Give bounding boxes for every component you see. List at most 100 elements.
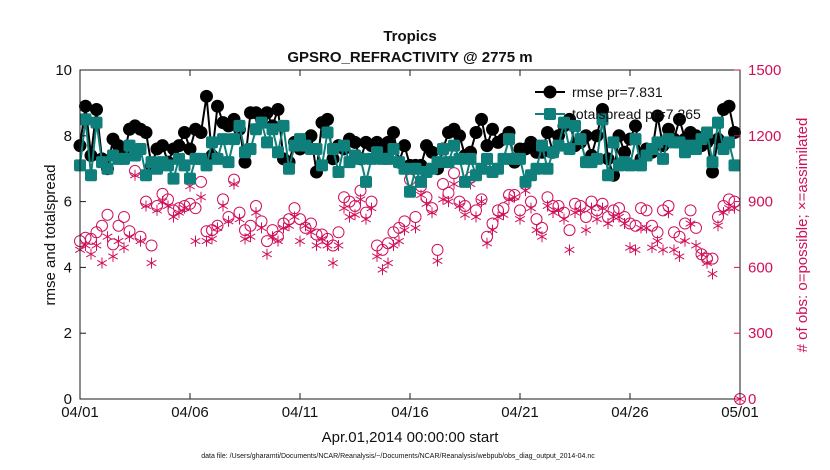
totalspread-point: [657, 152, 669, 165]
asterisk-stroke: [355, 196, 366, 203]
rmse-point: [112, 139, 125, 153]
obs-possible-point: [332, 226, 345, 239]
asterisk-stroke: [503, 196, 515, 203]
legend-label-totalspread: totalspread pr=7.265: [572, 106, 701, 122]
obs-assimilated-point: [388, 239, 399, 251]
obs-assimilated-point: [432, 255, 443, 267]
obs-assimilated-point: [151, 204, 163, 216]
asterisk-stroke: [580, 226, 592, 234]
obs-assimilated-point: [487, 224, 498, 236]
totalspread-point: [629, 133, 642, 146]
legend: rmse pr=7.831 totalspread pr=7.265: [535, 84, 701, 122]
obs-assimilated-point: [190, 235, 201, 247]
asterisk-stroke: [256, 224, 267, 232]
asterisk-stroke: [118, 244, 130, 251]
rmse-point: [651, 109, 664, 123]
totalspread-point: [690, 142, 702, 155]
obs-assimilated-point: [223, 215, 234, 227]
obs-assimilated-point: [349, 209, 361, 221]
asterisk-stroke: [696, 251, 707, 258]
obs-assimilated-point: [289, 211, 300, 223]
asterisk-stroke: [322, 242, 333, 249]
totalspread-point: [272, 146, 284, 159]
obs-assimilated-point: [553, 204, 564, 216]
asterisk-stroke: [586, 204, 597, 212]
asterisk-stroke: [344, 213, 355, 221]
totalspread-point: [233, 119, 246, 132]
rmse-point: [601, 152, 615, 166]
obs-assimilated-point: [217, 200, 229, 212]
obs-assimilated-point: [558, 213, 570, 225]
totalspread-point: [184, 172, 196, 185]
rmse-point: [618, 145, 631, 159]
totalspread-point: [514, 152, 526, 165]
obs-assimilated-point: [283, 220, 295, 232]
obs-possible-point: [563, 224, 576, 237]
asterisk-stroke: [129, 172, 141, 179]
asterisk-stroke: [729, 204, 740, 212]
obs-assimilated-point: [492, 211, 504, 223]
asterisk-stroke: [91, 242, 102, 249]
obs-assimilated-point: [690, 239, 702, 251]
obs-assimilated-point: [366, 202, 377, 214]
totalspread-point: [624, 159, 636, 172]
rmse-point: [304, 129, 318, 143]
obs-assimilated-point: [668, 244, 680, 256]
y2-tick-label: 900: [748, 194, 773, 211]
obs-assimilated-point: [619, 218, 630, 230]
totalspread-point: [591, 152, 603, 165]
rmse-point: [238, 155, 252, 169]
asterisk-stroke: [234, 215, 245, 223]
asterisk-stroke: [432, 257, 443, 265]
totalspread-point: [354, 152, 367, 165]
asterisk-stroke: [382, 259, 394, 267]
asterisk-stroke: [146, 259, 157, 267]
rmse-point: [398, 139, 411, 153]
totalspread-point: [728, 159, 741, 172]
totalspread-point: [552, 139, 565, 152]
asterisk-stroke: [360, 215, 372, 223]
asterisk-stroke: [162, 202, 174, 210]
asterisk-stroke: [652, 237, 663, 245]
asterisk-stroke: [657, 246, 669, 254]
asterisk-stroke: [278, 224, 289, 232]
asterisk-stroke: [305, 229, 317, 236]
obs-assimilated-point: [454, 200, 465, 212]
totalspread-point: [464, 152, 477, 165]
asterisk-stroke: [399, 226, 410, 234]
obs-assimilated-point: [272, 235, 284, 247]
obs-assimilated-point: [91, 239, 102, 251]
totalspread-point: [118, 152, 130, 165]
asterisk-stroke: [514, 215, 526, 223]
obs-assimilated-point: [245, 231, 256, 243]
x-tick-label: 04/26: [611, 404, 649, 421]
obs-assimilated-point: [146, 257, 157, 269]
rmse-point: [673, 112, 686, 126]
totalspread-point: [387, 142, 400, 155]
obs-assimilated-point: [613, 211, 625, 223]
x-tick-label: 04/21: [501, 404, 539, 421]
obs-assimilated-point: [652, 235, 663, 247]
rmse-point: [706, 165, 719, 179]
asterisk-stroke: [564, 246, 575, 254]
asterisk-stroke: [206, 235, 218, 243]
obs-assimilated-point: [294, 235, 306, 247]
obs-assimilated-point: [85, 248, 97, 260]
obs-assimilated-point: [707, 268, 718, 280]
rmse-point: [541, 126, 554, 140]
asterisk-stroke: [223, 218, 234, 225]
x-tick-label: 04/01: [61, 404, 99, 421]
asterisk-stroke: [470, 213, 482, 221]
totalspread-point: [673, 136, 686, 149]
totalspread-point: [651, 136, 664, 149]
asterisk-stroke: [679, 237, 691, 245]
asterisk-stroke: [558, 215, 570, 223]
rmse-point: [321, 112, 334, 126]
totalspread-point: [475, 162, 488, 175]
totalspread-point: [497, 152, 510, 165]
asterisk-stroke: [201, 237, 212, 245]
totalspread-point: [558, 116, 570, 129]
rmse-point: [475, 112, 488, 126]
obs-possible-point: [101, 208, 114, 221]
rmse-point: [425, 145, 439, 159]
